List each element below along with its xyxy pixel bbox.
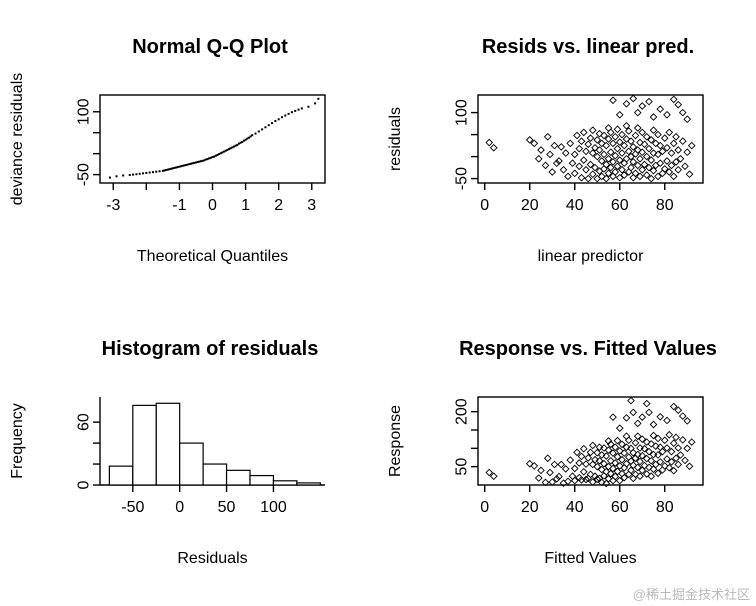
svg-text:100: 100 [76,98,93,125]
panel-response-vs-fitted: Response vs. Fitted Values Response 0 20 4… [378,312,756,592]
svg-text:80: 80 [656,499,674,516]
svg-text:60: 60 [611,499,629,516]
svg-text:40: 40 [566,499,584,516]
x-axis-label: linear predictor [537,248,644,265]
svg-text:-50: -50 [121,499,144,516]
svg-text:20: 20 [521,197,539,214]
panel-histogram-of-residuals: Histogram of residuals Frequency -50 0 50 1… [0,312,378,592]
svg-text:-50: -50 [76,163,93,186]
svg-text:2: 2 [274,197,283,214]
watermark-text: @稀土掘金技术社区 [632,587,750,602]
qq-plot-canvas: -3 -1 0 1 2 3 -50 100 [76,94,326,214]
svg-text:0: 0 [480,197,489,214]
svg-text:40: 40 [566,197,584,214]
residuals-scatter-canvas: 0 20 40 60 80 -50 100 [454,94,704,214]
response-scatter-canvas: 0 20 40 60 80 50 200 [454,396,704,516]
panel-normal-qq-plot: Normal Q-Q Plot deviance residuals -3 -1 0… [0,10,378,290]
svg-text:0: 0 [175,499,184,516]
svg-text:50: 50 [454,458,471,476]
svg-text:0: 0 [208,197,217,214]
plot-title: Response vs. Fitted Values [459,338,717,360]
svg-text:3: 3 [307,197,316,214]
svg-text:20: 20 [521,499,539,516]
histogram-canvas: -50 0 50 100 0 60 [76,397,325,516]
svg-text:-50: -50 [454,167,471,190]
svg-text:100: 100 [260,499,287,516]
svg-text:-1: -1 [172,197,186,214]
svg-text:60: 60 [76,413,93,431]
panel-resids-vs-linear-pred: Resids vs. linear pred. residuals 0 20 40 6… [378,10,756,290]
svg-text:0: 0 [480,499,489,516]
svg-text:200: 200 [454,398,471,425]
svg-text:60: 60 [611,197,629,214]
svg-text:100: 100 [454,99,471,126]
svg-text:0: 0 [76,480,93,489]
svg-text:1: 1 [241,197,250,214]
x-axis-label: Theoretical Quantiles [136,248,289,265]
plot-title: Normal Q-Q Plot [132,36,288,58]
x-axis-label: Residuals [177,550,248,567]
svg-text:50: 50 [218,499,236,516]
plot-title: Histogram of residuals [101,338,319,360]
x-axis-label: Fitted Values [544,550,637,567]
plot-title: Resids vs. linear pred. [481,36,695,58]
svg-text:-3: -3 [106,197,120,214]
svg-text:80: 80 [656,197,674,214]
